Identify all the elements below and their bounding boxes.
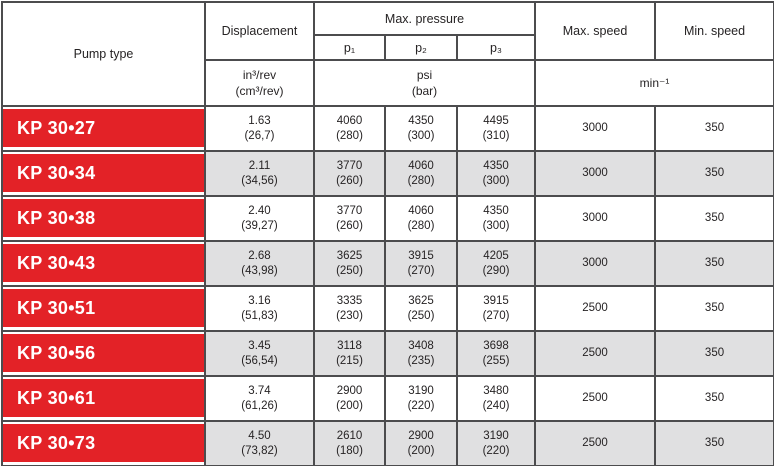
p2-cell: 3408 (235) (384, 330, 458, 377)
unit-speed: min⁻¹ (534, 59, 774, 107)
p2-cell: 2900 (200) (384, 420, 458, 466)
table-row: KP 30•73 4.50 (73,82) 2610 (180) 2900 (2… (1, 420, 774, 466)
max-speed-cell: 2500 (534, 375, 657, 422)
p1-cell: 3335 (230) (313, 285, 386, 332)
column-header-displacement: Displacement (204, 1, 315, 61)
displacement-cell: 2.40 (39,27) (204, 195, 315, 242)
unit-displacement: in³/rev (cm³/rev) (204, 59, 315, 107)
pump-type-cell: KP 30•73 (1, 420, 206, 466)
header-row-units: in³/rev (cm³/rev) psi (bar) min⁻¹ (2, 59, 774, 107)
p1-cell: 3118 (215) (313, 330, 386, 377)
pump-type-badge: KP 30•27 (3, 109, 204, 147)
unit-pressure: psi (bar) (312, 59, 537, 107)
p3-cell: 3698 (255) (455, 330, 537, 377)
table-row: KP 30•51 3.16 (51,83) 3335 (230) 3625 (2… (1, 285, 774, 332)
displacement-cell: 2.11 (34,56) (204, 150, 315, 197)
pump-type-cell: KP 30•27 (1, 105, 206, 152)
max-speed-cell: 3000 (534, 240, 657, 287)
p3-cell: 3480 (240) (455, 375, 537, 422)
min-speed-cell: 350 (654, 105, 774, 152)
column-header-p2: p₂ (384, 34, 458, 61)
p1-cell: 3770 (260) (313, 150, 386, 197)
pump-type-badge: KP 30•38 (3, 199, 204, 237)
p2-cell: 4350 (300) (384, 105, 458, 152)
p3-cell: 3190 (220) (455, 420, 537, 466)
p3-cell: 4495 (310) (455, 105, 537, 152)
pump-type-cell: KP 30•51 (1, 285, 206, 332)
max-speed-cell: 3000 (534, 195, 657, 242)
pump-type-cell: KP 30•38 (1, 195, 206, 242)
table-row: KP 30•34 2.11 (34,56) 3770 (260) 4060 (2… (1, 150, 774, 197)
column-header-p3: p₃ (455, 34, 537, 61)
p2-cell: 3625 (250) (384, 285, 458, 332)
column-header-p1: p₁ (313, 34, 386, 61)
column-header-max-pressure: Max. pressure (312, 1, 537, 36)
min-speed-cell: 350 (654, 150, 774, 197)
table-row: KP 30•38 2.40 (39,27) 3770 (260) 4060 (2… (1, 195, 774, 242)
p1-cell: 2610 (180) (313, 420, 386, 466)
displacement-cell: 1.63 (26,7) (204, 105, 315, 152)
p1-cell: 3625 (250) (313, 240, 386, 287)
header-row-1: Pump type Displacement Max. pressure Max… (1, 1, 774, 107)
p2-cell: 4060 (280) (384, 150, 458, 197)
min-speed-cell: 350 (654, 195, 774, 242)
table-row: KP 30•56 3.45 (56,54) 3118 (215) 3408 (2… (1, 330, 774, 377)
max-speed-cell: 3000 (534, 105, 657, 152)
pump-type-badge: KP 30•61 (3, 379, 204, 417)
displacement-cell: 4.50 (73,82) (204, 420, 315, 466)
displacement-cell: 3.74 (61,26) (204, 375, 315, 422)
displacement-cell: 3.16 (51,83) (204, 285, 315, 332)
pump-type-badge: KP 30•73 (3, 424, 204, 462)
p2-cell: 4060 (280) (384, 195, 458, 242)
p2-cell: 3915 (270) (384, 240, 458, 287)
table-row: KP 30•43 2.68 (43,98) 3625 (250) 3915 (2… (1, 240, 774, 287)
header-row-2: p₁ p₂ p₃ (2, 34, 774, 61)
min-speed-cell: 350 (654, 240, 774, 287)
max-speed-cell: 2500 (534, 420, 657, 466)
column-header-max-speed: Max. speed (534, 1, 657, 61)
max-speed-cell: 2500 (534, 330, 657, 377)
p1-cell: 3770 (260) (313, 195, 386, 242)
p1-cell: 2900 (200) (313, 375, 386, 422)
min-speed-cell: 350 (654, 330, 774, 377)
min-speed-cell: 350 (654, 420, 774, 466)
max-speed-cell: 3000 (534, 150, 657, 197)
pump-type-badge: KP 30•56 (3, 334, 204, 372)
max-speed-cell: 2500 (534, 285, 657, 332)
p1-cell: 4060 (280) (313, 105, 386, 152)
pump-type-cell: KP 30•61 (1, 375, 206, 422)
min-speed-cell: 350 (654, 375, 774, 422)
pump-type-badge: KP 30•34 (3, 154, 204, 192)
pump-type-cell: KP 30•34 (1, 150, 206, 197)
displacement-cell: 2.68 (43,98) (204, 240, 315, 287)
p3-cell: 4350 (300) (455, 195, 537, 242)
pump-type-badge: KP 30•43 (3, 244, 204, 282)
pump-type-badge: KP 30•51 (3, 289, 204, 327)
pump-type-cell: KP 30•56 (1, 330, 206, 377)
min-speed-cell: 350 (654, 285, 774, 332)
table-row: KP 30•27 1.63 (26,7) 4060 (280) 4350 (30… (1, 105, 774, 152)
column-header-pump-type: Pump type (1, 1, 206, 107)
table-row: KP 30•61 3.74 (61,26) 2900 (200) 3190 (2… (1, 375, 774, 422)
p2-cell: 3190 (220) (384, 375, 458, 422)
p3-cell: 3915 (270) (455, 285, 537, 332)
pump-type-cell: KP 30•43 (1, 240, 206, 287)
p3-cell: 4350 (300) (455, 150, 537, 197)
column-header-min-speed: Min. speed (654, 1, 774, 61)
displacement-cell: 3.45 (56,54) (204, 330, 315, 377)
p3-cell: 4205 (290) (455, 240, 537, 287)
